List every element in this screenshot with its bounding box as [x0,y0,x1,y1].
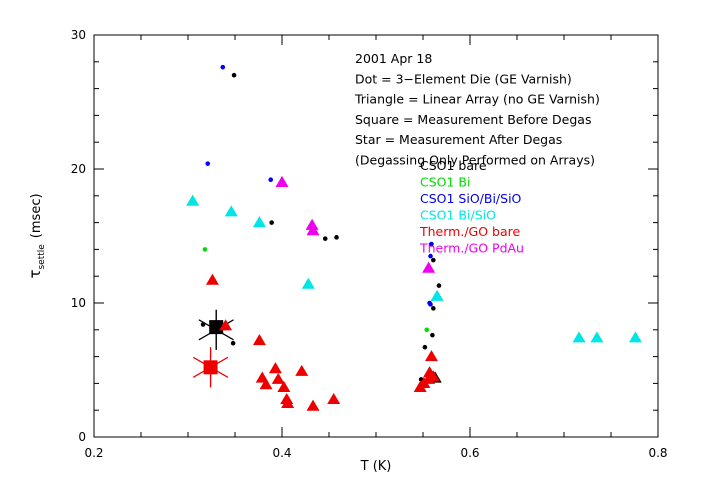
annotation-line: Triangle = Linear Array (no GE Varnish) [354,92,600,107]
y-axis-label: τsettle (msec) [26,193,47,278]
data-marks [186,64,642,411]
legend-entry: CSO1 Bi/SiO [420,208,496,223]
x-tick-label: 0.6 [460,446,479,460]
dot-marker [334,235,339,240]
dot-marker [428,302,433,307]
annotation-line: Star = Measurement After Degas [355,132,562,147]
triangle-marker [205,273,219,285]
dot-marker [424,327,430,333]
triangle-marker [277,380,291,392]
dot-marker [268,177,274,183]
annotation-line: (Degassing Only Performed on Arrays) [355,153,595,168]
annotation-line: Dot = 3−Element Die (GE Varnish) [355,71,572,86]
dot-marker [430,332,435,338]
triangle-marker [301,277,315,289]
y-axis-symbol: τ [26,270,44,279]
x-tick-label: 0.4 [272,446,291,460]
star-marker [192,347,229,388]
triangle-marker [306,224,320,236]
triangle-marker [572,331,586,343]
triangle-marker [628,331,642,343]
triangle-marker [281,397,295,409]
triangle-marker [224,205,238,217]
triangle-marker [327,392,341,405]
dot-marker [269,220,274,225]
triangle-marker [426,370,440,382]
triangle-marker [430,289,444,301]
dot-marker [429,241,434,247]
legend-entry: Therm./GO bare [419,224,520,239]
dot-marker [322,236,328,241]
annotation-line: Square = Measurement Before Degas [355,112,591,127]
y-tick-label: 30 [71,28,86,42]
x-tick-label: 0.2 [84,446,103,460]
x-tick-labels: 0.2 0.4 0.6 0.8 [84,446,667,460]
dot-marker [220,64,226,70]
legend-entry: CSO1 Bi [420,175,470,190]
dot-marker [428,253,433,259]
annotation-line: 2001 Apr 18 [355,51,432,66]
star-marker [198,309,234,350]
triangle-marker [186,194,200,206]
legend-entry: CSO1 bare [420,158,487,173]
y-axis-unit: (msec) [29,193,44,238]
dot-marker [422,344,428,350]
y-tick-label: 10 [71,296,86,310]
dot-marker [231,72,237,78]
triangle-marker [306,399,320,411]
triangle-marker [259,378,273,390]
y-tick-labels: 0 10 20 30 [71,28,86,444]
dot-marker [230,340,236,346]
x-axis-label: T (K) [360,459,392,474]
triangle-marker [305,218,319,230]
dot-marker [202,247,208,252]
legend-entry: CSO1 SiO/Bi/SiO [420,191,522,206]
x-tick-label: 0.8 [648,446,667,460]
legend-entry: Therm./GO PdAu [419,241,524,256]
annotation-block: 2001 Apr 18 Dot = 3−Element Die (GE Varni… [354,51,600,168]
dot-marker [431,306,436,311]
triangle-marker [422,261,436,273]
triangle-marker [252,216,266,228]
triangle-marker [252,334,266,346]
triangle-marker [219,319,233,331]
triangle-marker [295,364,309,376]
triangle-marker [275,175,289,187]
dot-marker [431,257,436,263]
y-tick-label: 20 [71,162,86,176]
svg-text:τsettle(msec): τsettle (msec) [26,193,47,278]
triangle-marker [271,372,285,384]
triangle-marker [268,362,282,374]
triangle-marker [424,350,438,362]
y-tick-label: 0 [78,430,86,444]
axis-ticks [93,34,659,438]
dot-marker [436,283,442,288]
triangle-marker [590,331,604,343]
y-axis-subscript: settle [37,244,47,270]
dot-marker [205,161,211,166]
